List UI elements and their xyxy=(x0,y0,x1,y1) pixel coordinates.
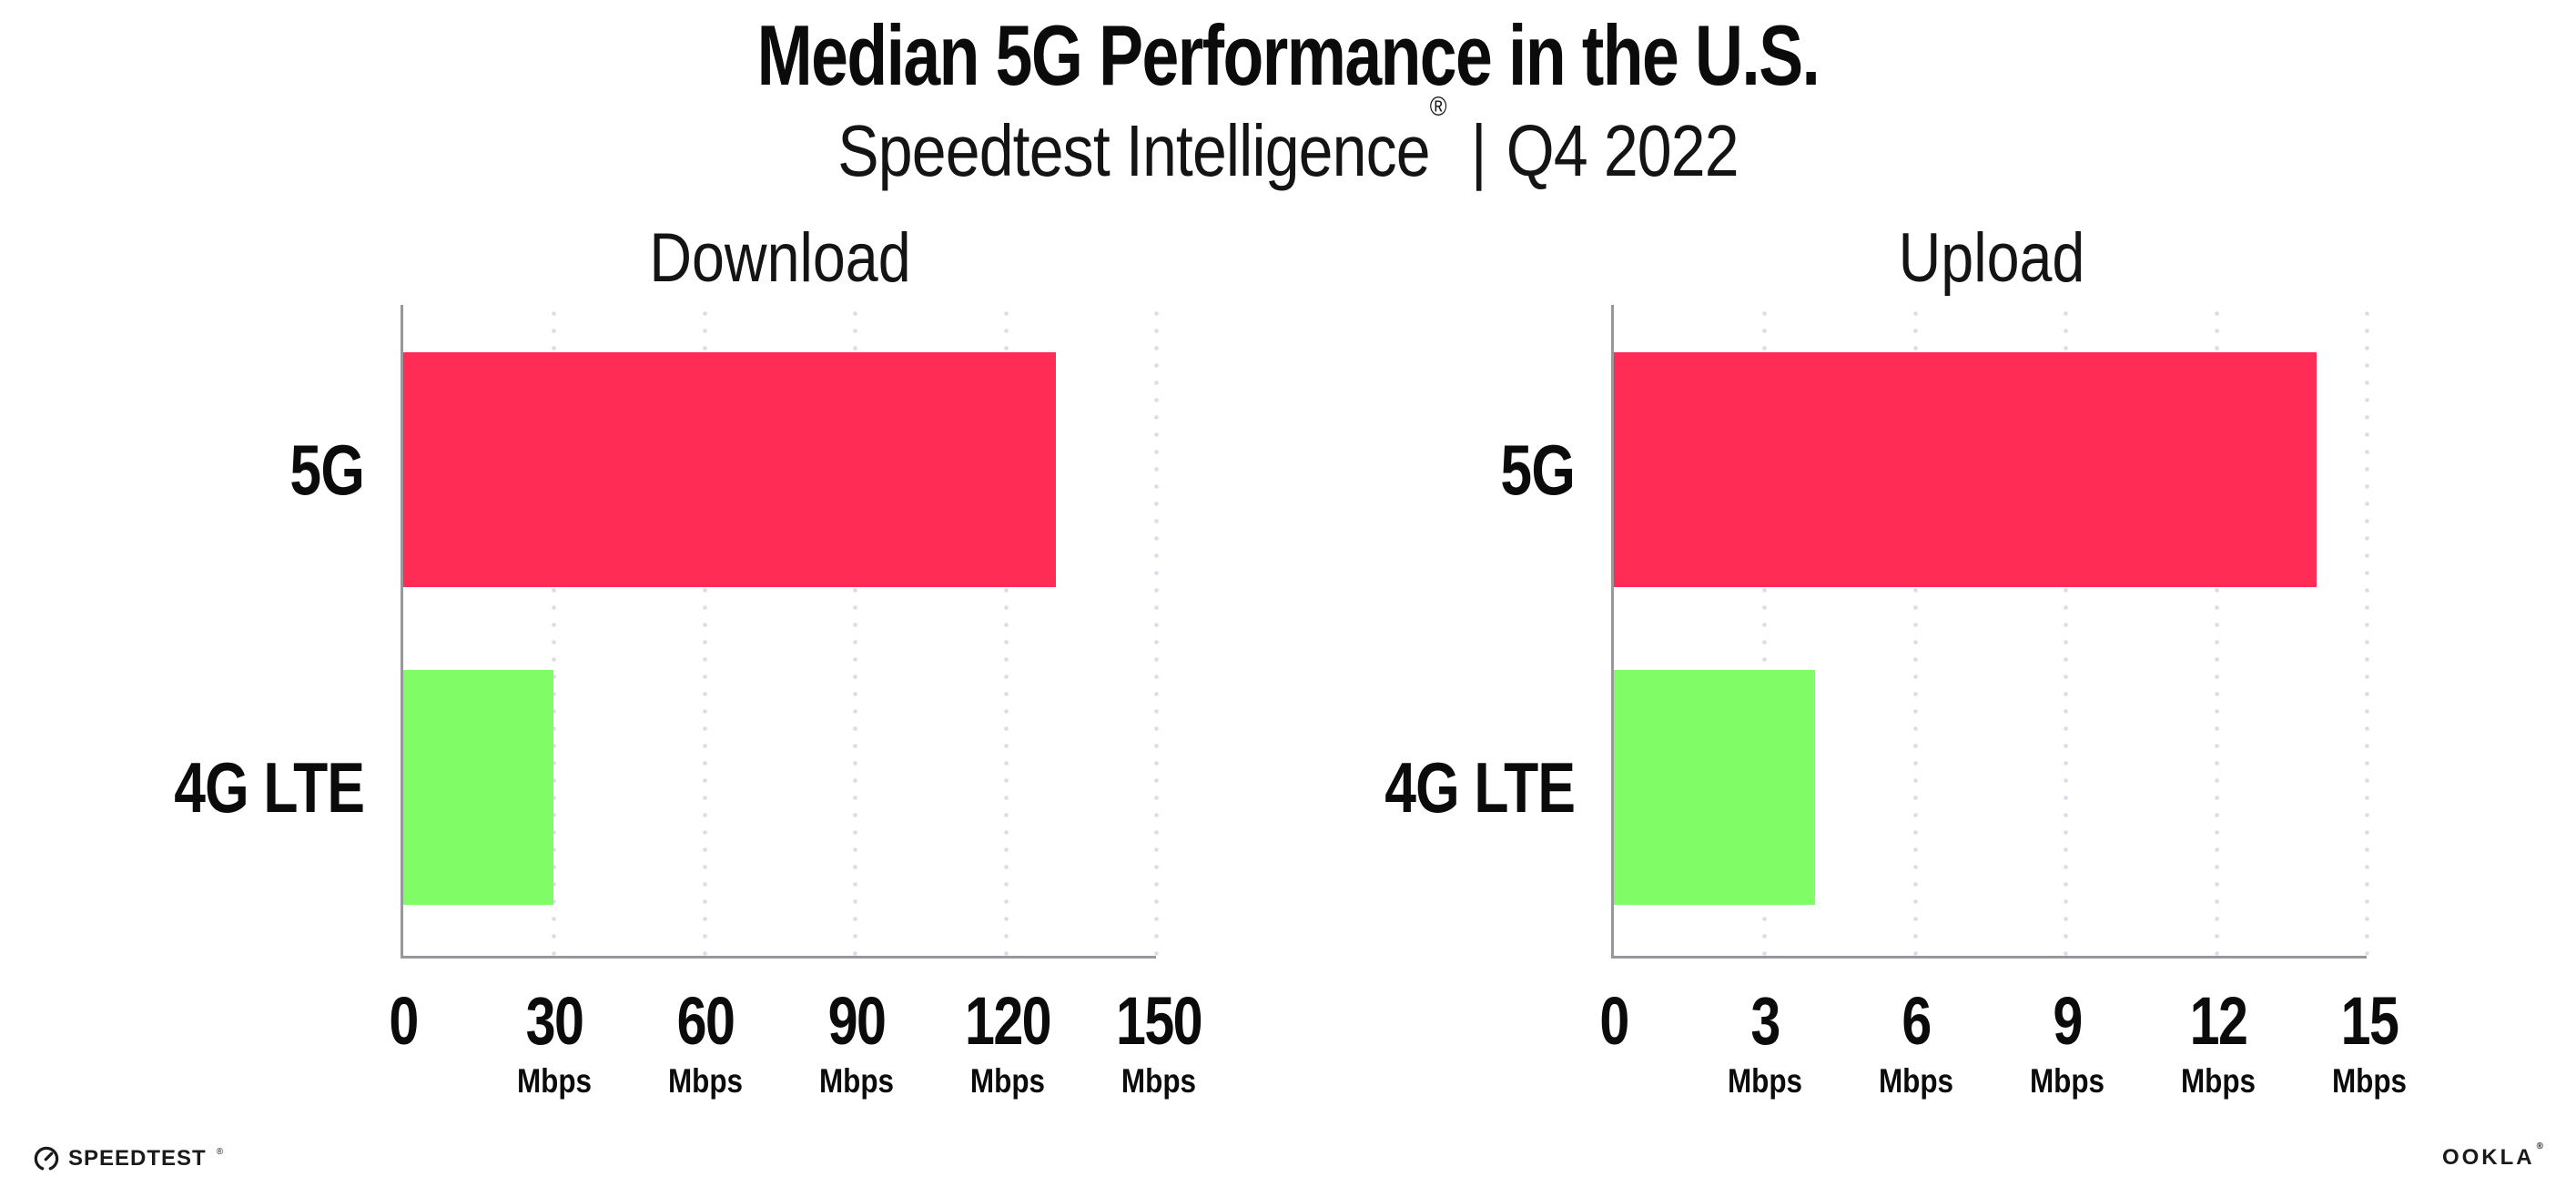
page-subtitle: Speedtest Intelligence® | Q4 2022 xyxy=(837,92,1739,191)
axis-tick: 0 xyxy=(1599,983,1629,1059)
page-title: Median 5G Performance in the U.S. xyxy=(756,7,1820,103)
gridline xyxy=(853,305,858,956)
gridline xyxy=(2064,305,2069,956)
bar-download-4g-lte xyxy=(403,670,554,905)
axis-tick: 60 Mbps xyxy=(667,983,744,1100)
axis-tick: 6 Mbps xyxy=(1878,983,1954,1100)
category-label-upload-4g-lte: 4G LTE xyxy=(1384,747,1576,827)
download-plot-title: Download xyxy=(649,219,911,297)
subtitle-period: Q4 2022 xyxy=(1506,110,1739,191)
axis-tick: 30 Mbps xyxy=(516,983,593,1100)
bar-download-5g xyxy=(403,352,1056,587)
axis-tick: 90 Mbps xyxy=(818,983,895,1100)
axis-tick: 15 Mbps xyxy=(2331,983,2408,1100)
axis-tick: 12 Mbps xyxy=(2180,983,2257,1100)
axis-tick: 150 Mbps xyxy=(1116,983,1203,1100)
speedtest-gauge-icon xyxy=(33,1145,60,1172)
bar-upload-4g-lte xyxy=(1614,670,1815,905)
axis-tick: 0 xyxy=(389,983,419,1059)
gridline xyxy=(702,305,707,956)
gridline xyxy=(1762,305,1768,956)
registered-mark: ® xyxy=(2536,1141,2546,1151)
registered-mark: ® xyxy=(216,1146,224,1157)
category-label-upload-5g: 5G xyxy=(1500,430,1575,510)
download-plot-area xyxy=(401,305,1159,959)
axis-tick: 3 Mbps xyxy=(1727,983,1803,1100)
axis-tick: 120 Mbps xyxy=(965,983,1052,1100)
bar-upload-5g xyxy=(1614,352,2317,587)
gridline xyxy=(1912,305,1918,956)
upload-plot-area xyxy=(1611,305,2369,959)
gridline xyxy=(2365,305,2369,956)
upload-plot-title: Upload xyxy=(1898,219,2085,297)
gridline xyxy=(1003,305,1009,956)
subtitle-brand: Speedtest Intelligence xyxy=(837,110,1430,191)
gridline xyxy=(552,305,557,956)
gridline xyxy=(1154,305,1159,956)
category-label-download-5g: 5G xyxy=(289,430,364,510)
download-x-axis: 0 30 Mbps 60 Mbps 90 Mbps 120 Mbps 150 Mbps xyxy=(389,983,1202,1106)
speedtest-wordmark: SPEEDTEST xyxy=(68,1146,207,1171)
axis-tick: 9 Mbps xyxy=(2029,983,2105,1100)
gridline xyxy=(2214,305,2219,956)
subtitle-separator: | xyxy=(1470,110,1487,191)
category-label-download-4g-lte: 4G LTE xyxy=(174,747,365,827)
speedtest-logo: SPEEDTEST ® xyxy=(33,1136,223,1182)
upload-x-axis: 0 3 Mbps 6 Mbps 9 Mbps 12 Mbps 15 Mbps xyxy=(1599,983,2407,1106)
registered-mark: ® xyxy=(1429,92,1447,123)
ookla-wordmark: OOKLA xyxy=(2441,1145,2535,1170)
ookla-logo: OOKLA ® xyxy=(2441,1142,2546,1170)
